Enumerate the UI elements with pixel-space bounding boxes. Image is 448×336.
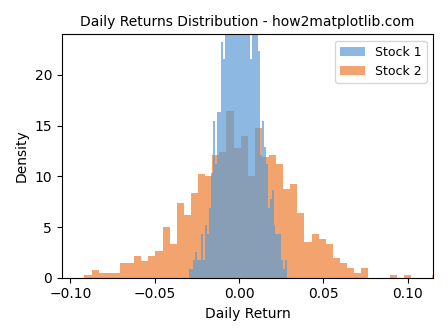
Bar: [242, 0, 244, 278]
Bar: [219, 112, 221, 278]
Bar: [220, 153, 226, 278]
Bar: [271, 191, 274, 278]
Bar: [184, 215, 191, 278]
Bar: [240, 0, 242, 278]
Bar: [155, 251, 163, 278]
Bar: [326, 244, 333, 278]
Bar: [266, 164, 267, 278]
Bar: [127, 263, 134, 278]
Bar: [177, 203, 184, 278]
Bar: [170, 244, 177, 278]
Bar: [213, 121, 215, 278]
Bar: [238, 0, 240, 278]
Bar: [290, 184, 297, 278]
Bar: [347, 268, 354, 278]
Bar: [254, 0, 256, 278]
Bar: [404, 275, 411, 278]
Bar: [99, 273, 106, 278]
Bar: [191, 269, 193, 278]
Bar: [283, 269, 285, 278]
Bar: [203, 260, 205, 278]
Bar: [224, 0, 227, 278]
Bar: [276, 164, 283, 278]
Bar: [390, 275, 397, 278]
X-axis label: Daily Return: Daily Return: [205, 307, 290, 321]
Bar: [233, 148, 241, 278]
Bar: [250, 59, 252, 278]
Bar: [256, 7, 258, 278]
Bar: [244, 0, 246, 278]
Bar: [223, 59, 224, 278]
Bar: [277, 234, 280, 278]
Bar: [230, 0, 233, 278]
Bar: [281, 260, 283, 278]
Bar: [237, 0, 238, 278]
Y-axis label: Density: Density: [15, 130, 29, 182]
Bar: [141, 261, 148, 278]
Bar: [195, 252, 197, 278]
Bar: [267, 208, 270, 278]
Bar: [227, 0, 228, 278]
Bar: [264, 147, 266, 278]
Bar: [134, 256, 141, 278]
Bar: [252, 0, 254, 278]
Bar: [280, 234, 281, 278]
Bar: [148, 256, 155, 278]
Bar: [205, 176, 212, 278]
Bar: [198, 174, 205, 278]
Bar: [276, 234, 277, 278]
Bar: [283, 188, 290, 278]
Bar: [354, 273, 361, 278]
Bar: [274, 225, 276, 278]
Bar: [255, 128, 262, 278]
Bar: [305, 242, 312, 278]
Bar: [221, 42, 223, 278]
Bar: [248, 176, 255, 278]
Bar: [215, 164, 217, 278]
Bar: [226, 112, 233, 278]
Bar: [241, 135, 248, 278]
Bar: [248, 0, 250, 278]
Bar: [319, 239, 326, 278]
Bar: [233, 0, 234, 278]
Bar: [207, 234, 209, 278]
Bar: [333, 258, 340, 278]
Bar: [432, 275, 439, 278]
Bar: [113, 273, 120, 278]
Bar: [163, 227, 170, 278]
Bar: [297, 213, 305, 278]
Title: Daily Returns Distribution - how2matplotlib.com: Daily Returns Distribution - how2matplot…: [80, 15, 415, 29]
Bar: [234, 0, 237, 278]
Bar: [260, 156, 262, 278]
Bar: [209, 208, 211, 278]
Bar: [217, 112, 219, 278]
Bar: [197, 260, 199, 278]
Legend: Stock 1, Stock 2: Stock 1, Stock 2: [335, 41, 427, 83]
Bar: [246, 0, 248, 278]
Bar: [201, 234, 203, 278]
Bar: [361, 268, 368, 278]
Bar: [312, 234, 319, 278]
Bar: [91, 270, 99, 278]
Bar: [269, 155, 276, 278]
Bar: [85, 275, 91, 278]
Bar: [340, 263, 347, 278]
Bar: [191, 193, 198, 278]
Bar: [212, 155, 220, 278]
Bar: [211, 173, 213, 278]
Bar: [190, 269, 191, 278]
Bar: [199, 260, 201, 278]
Bar: [270, 199, 271, 278]
Bar: [262, 157, 269, 278]
Bar: [106, 273, 113, 278]
Bar: [262, 121, 264, 278]
Bar: [205, 225, 207, 278]
Bar: [193, 260, 195, 278]
Bar: [228, 0, 230, 278]
Bar: [285, 260, 287, 278]
Bar: [120, 263, 127, 278]
Bar: [258, 51, 260, 278]
